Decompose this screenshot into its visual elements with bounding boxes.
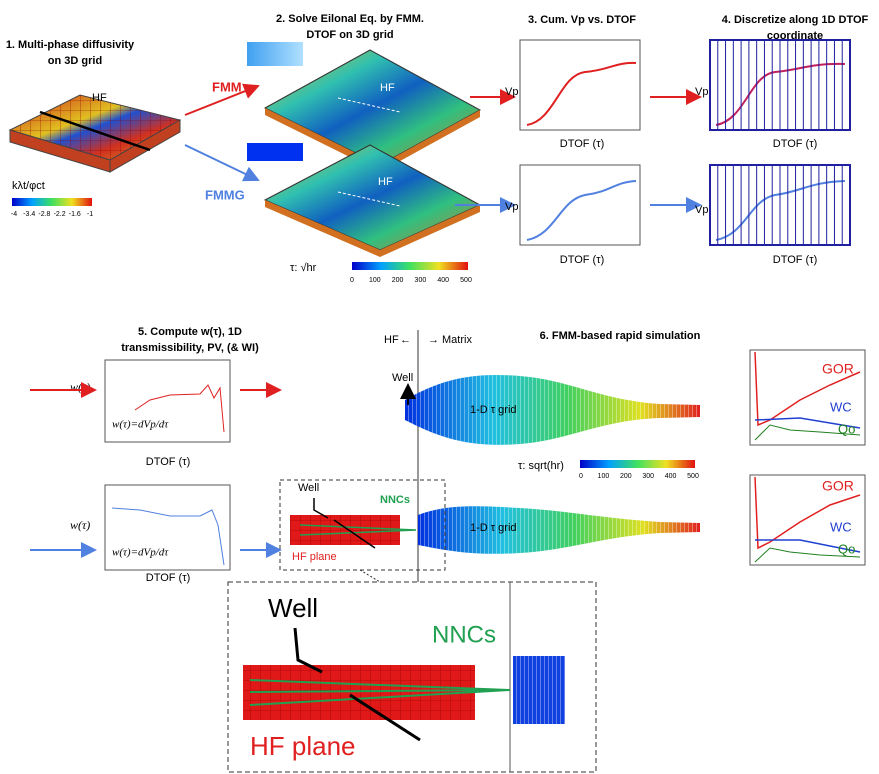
result-plot: GOR WC Qo [750, 475, 865, 565]
colorbar-tick-label: -2.2 [54, 211, 66, 218]
legend-label: WC [830, 399, 852, 414]
step-title: 2. Solve Eilonal Eq. by FMM. [276, 13, 424, 25]
axis-label: Vp [505, 86, 518, 98]
axis-label: DTOF (τ) [146, 572, 190, 584]
colorbar-tick-label: -3.4 [23, 211, 35, 218]
well-label: Well [268, 593, 318, 623]
hf-mesh [290, 515, 400, 545]
direction-label: HF [384, 334, 399, 346]
colorbar-tick-label: 400 [437, 277, 449, 284]
arrow-glyph: → [428, 334, 439, 346]
colorbar-tick-label: 0 [350, 277, 354, 284]
plot-frame [520, 165, 640, 245]
colorbar [352, 262, 468, 270]
nnc-label: NNCs [380, 494, 410, 506]
direction-label: Matrix [442, 334, 472, 346]
grid-cells [405, 375, 700, 445]
plot-frame [520, 40, 640, 130]
hf-label: HF [378, 176, 393, 188]
colorbar-tick-label: 200 [620, 473, 632, 480]
colorbar-label: kλt/φct [12, 180, 45, 192]
step-title: 6. FMM-based rapid simulation [540, 330, 701, 342]
step-title: 3. Cum. Vp vs. DTOF [528, 14, 636, 26]
hf-plane-label: HF plane [292, 551, 337, 563]
method-label: FMMG [205, 187, 245, 202]
axis-label: DTOF (τ) [773, 254, 817, 266]
step-title: DTOF on 3D grid [306, 29, 393, 41]
w-colorbar [247, 143, 303, 161]
grid-label: 1-D τ grid [470, 522, 517, 534]
colorbar-tick-label: 200 [392, 277, 404, 284]
result-plot: GOR WC Qo [750, 350, 865, 445]
grid-mesh [10, 95, 180, 160]
step-title: on 3D grid [48, 55, 102, 67]
axis-label: Vp [695, 86, 708, 98]
hf-label: HF [380, 82, 395, 94]
colorbar-tick-label: 100 [369, 277, 381, 284]
legend-label: Qo [838, 541, 855, 556]
method-label: FMM [212, 79, 242, 94]
zoom-link [360, 570, 380, 582]
colorbar-label: τ: √hr [290, 262, 317, 274]
colorbar-tick-label: -1.6 [69, 211, 81, 218]
hf-plane-label: HF plane [250, 731, 356, 761]
axis-label: DTOF (τ) [560, 254, 604, 266]
w-colorbar [247, 42, 303, 66]
axis-label: Vp [695, 204, 708, 216]
colorbar-tick-label: 0 [579, 473, 583, 480]
matrix-mesh [513, 656, 565, 724]
step-title: 5. Compute w(τ), 1D [138, 326, 242, 338]
axis-label: Vp [505, 201, 518, 213]
grid-label: 1-D τ grid [470, 404, 517, 416]
well-label: Well [298, 482, 319, 494]
axis-label: DTOF (τ) [560, 138, 604, 150]
colorbar-tick-label: 300 [415, 277, 427, 284]
colorbar [580, 460, 695, 468]
colorbar-tick-label: 500 [460, 277, 472, 284]
legend-label: GOR [822, 478, 854, 494]
axis-label: DTOF (τ) [773, 138, 817, 150]
axis-label: w(τ) [70, 380, 90, 394]
legend-label: WC [830, 519, 852, 534]
hf-label: HF [92, 92, 107, 104]
colorbar-tick-label: -1 [87, 211, 93, 218]
colorbar-tick-label: -2.8 [38, 211, 50, 218]
colorbar-tick-label: 400 [665, 473, 677, 480]
colorbar-tick-label: -4 [11, 211, 17, 218]
step-title: transmissibility, PV, (& WI) [121, 342, 259, 354]
formula: w(τ)=dVp/dτ [112, 547, 169, 559]
workflow-diagram: 1. Multi-phase diffusivity on 3D grid HF… [0, 0, 879, 774]
step-title: 1. Multi-phase diffusivity [6, 39, 135, 51]
nnc-label: NNCs [432, 621, 496, 648]
axis-label: DTOF (τ) [146, 456, 190, 468]
arrow-glyph: ← [400, 334, 411, 346]
colorbar-label: τ: sqrt(hr) [518, 460, 564, 472]
formula: w(τ)=dVp/dτ [112, 419, 169, 431]
step-title: 4. Discretize along 1D DTOF [722, 14, 869, 26]
colorbar-tick-label: 100 [598, 473, 610, 480]
colorbar [12, 198, 92, 206]
grid-cells [418, 506, 700, 554]
legend-label: Qo [838, 421, 855, 436]
colorbar-tick-label: 300 [642, 473, 654, 480]
legend-label: GOR [822, 361, 854, 377]
well-label: Well [392, 372, 413, 384]
axis-label: w(τ) [70, 518, 90, 532]
colorbar-tick-label: 500 [687, 473, 699, 480]
